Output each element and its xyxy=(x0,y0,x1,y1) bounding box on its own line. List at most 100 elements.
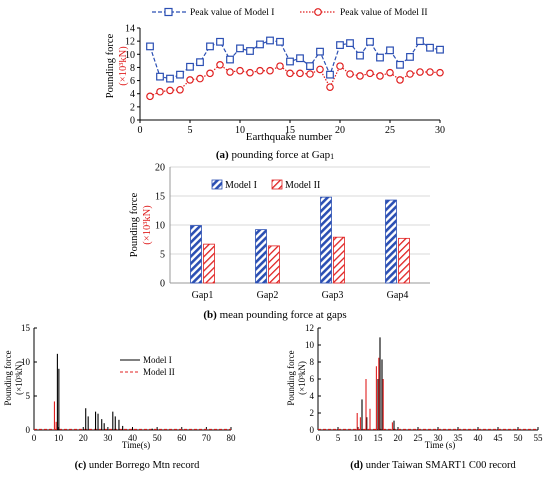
data-point-model2 xyxy=(336,62,344,70)
data-point-model2 xyxy=(226,68,234,76)
panel-b-ylabel-line1: Pounding force xyxy=(129,192,140,257)
data-point-model2 xyxy=(276,62,284,70)
panel-b-caption-text: mean pounding force at gaps xyxy=(220,309,347,321)
data-point-model2 xyxy=(366,69,374,78)
panel-d-x-tick-label: 30 xyxy=(434,433,444,443)
panel-a-ylabel-line2: (×10³kN) xyxy=(118,46,129,86)
panel-a-y-tick-label: 2 xyxy=(130,102,135,113)
panel-d-caption: (d) under Taiwan SMART1 C00 record xyxy=(350,460,516,471)
data-point-model1 xyxy=(406,53,414,61)
panel-d-y-tick-label: 4 xyxy=(310,391,315,401)
data-point-model2 xyxy=(326,83,334,91)
data-point-model2 xyxy=(376,72,384,80)
data-point-model2 xyxy=(216,61,224,69)
panel-c-x-tick-label: 50 xyxy=(153,433,163,443)
data-point-model1 xyxy=(356,51,364,60)
panel-b-category-label: Gap3 xyxy=(322,290,344,301)
data-point-model1 xyxy=(396,60,404,69)
data-point-model1 xyxy=(246,47,254,55)
data-point-model2 xyxy=(256,66,264,75)
panel-c-caption-text: under Borrego Mtn record xyxy=(89,460,200,471)
panel-b-category-label: Gap2 xyxy=(257,290,279,301)
panel-a-caption-letter: (a) xyxy=(216,149,229,161)
panel-a-line-chart: Peak value of Model I Peak value of Mode… xyxy=(105,7,445,161)
panel-c-ylabel-line2: (×10³kN) xyxy=(14,361,24,395)
panel-b-ylabel-line2: (×10³kN) xyxy=(142,205,153,245)
data-point-model2 xyxy=(316,65,324,74)
panel-d-x-tick-label: 0 xyxy=(316,433,321,443)
panel-d-x-tick-label: 50 xyxy=(514,433,524,443)
data-point-model2 xyxy=(306,70,314,78)
panel-d-x-tick-label: 25 xyxy=(414,433,424,443)
bar-model1 xyxy=(255,229,267,284)
bar-model2 xyxy=(398,237,410,284)
panel-b-category-label: Gap1 xyxy=(192,290,214,301)
data-point-model1 xyxy=(256,40,264,49)
panel-d-y-tick-label: 12 xyxy=(305,323,314,333)
data-point-model1 xyxy=(166,74,174,83)
panel-c-x-tick-label: 70 xyxy=(202,433,212,443)
panel-c-y-tick-label: 5 xyxy=(26,391,31,401)
legend-label-peak-model1: Peak value of Model I xyxy=(190,7,274,18)
data-point-model1 xyxy=(146,42,154,51)
panel-a-caption-sub: 1 xyxy=(330,152,334,161)
panel-a-caption-text: pounding force at Gap xyxy=(231,149,330,161)
panel-b-legend: Model I Model II xyxy=(211,179,320,191)
panel-b-y-tick-label: 20 xyxy=(155,163,165,174)
panel-a-y-tick-label: 10 xyxy=(125,50,135,61)
panel-c-x-tick-label: 10 xyxy=(54,433,64,443)
panel-a-y-tick-label: 6 xyxy=(130,76,135,87)
panel-c-y-tick-label: 10 xyxy=(21,357,31,367)
data-point-model2 xyxy=(186,76,194,84)
data-point-model2 xyxy=(416,68,424,76)
panel-a-ylabel-line1: Pounding force xyxy=(105,33,116,98)
panel-d-y-tick-label: 10 xyxy=(305,340,315,350)
panel-a-y-tick-label: 14 xyxy=(125,24,135,35)
data-point-model2 xyxy=(296,69,304,78)
data-point-model2 xyxy=(156,87,164,96)
legend-label-model1: Model I xyxy=(225,180,257,191)
panel-d-y-tick-label: 6 xyxy=(310,374,315,384)
panel-d-caption-text: under Taiwan SMART1 C00 record xyxy=(366,460,517,471)
data-point-model2 xyxy=(406,70,414,78)
bar-model1 xyxy=(385,199,397,284)
panel-d-ylabel-line1: Pounding force xyxy=(286,350,296,405)
data-point-model2 xyxy=(356,72,364,80)
panel-d-x-tick-label: 45 xyxy=(494,433,504,443)
legend-label-model2: Model II xyxy=(285,180,320,191)
data-point-model1 xyxy=(376,53,384,62)
data-point-model2 xyxy=(286,69,294,78)
data-point-model1 xyxy=(316,47,324,56)
data-point-model2 xyxy=(266,66,274,75)
panel-b-y-tick-label: 10 xyxy=(155,221,165,232)
data-point-model1 xyxy=(346,39,354,48)
panel-a-xlabel: Earthquake number xyxy=(246,131,333,143)
data-point-model1 xyxy=(176,70,184,79)
panel-a-x-tick-label: 5 xyxy=(188,125,193,136)
panel-c-legend: Model I Model II xyxy=(120,355,175,377)
data-point-model1 xyxy=(216,37,224,46)
data-point-model1 xyxy=(296,54,304,63)
data-point-model1 xyxy=(196,58,204,67)
panel-a-y-tick-label: 12 xyxy=(125,37,135,48)
panel-b-category-label: Gap4 xyxy=(387,290,409,301)
data-point-model1 xyxy=(236,44,244,53)
data-point-model1 xyxy=(426,43,434,52)
bar-model2 xyxy=(203,243,215,284)
data-point-model1 xyxy=(276,37,284,46)
data-point-model1 xyxy=(436,45,444,54)
panel-d-x-tick-label: 35 xyxy=(454,433,464,443)
data-point-model1 xyxy=(416,37,424,46)
legend-label-model2: Model II xyxy=(143,367,175,377)
data-point-model2 xyxy=(396,76,404,84)
panel-a-x-tick-label: 0 xyxy=(138,125,143,136)
series-line-model1 xyxy=(149,39,441,80)
panel-a-x-tick-label: 15 xyxy=(285,125,295,136)
panel-d-x-tick-label: 20 xyxy=(394,433,404,443)
panel-b-y-tick-label: 15 xyxy=(155,192,165,203)
panel-c-ylabel-line1: Pounding force xyxy=(3,350,13,405)
panel-c-x-tick-label: 0 xyxy=(32,433,37,443)
data-point-model1 xyxy=(286,57,294,66)
panel-b-caption-letter: (b) xyxy=(203,309,217,321)
